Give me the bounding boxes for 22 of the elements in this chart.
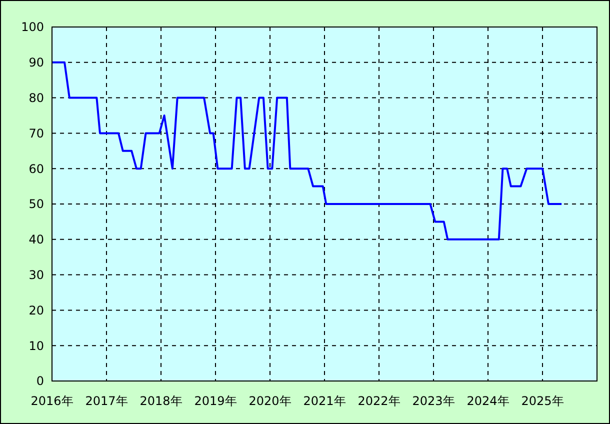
x-tick-label: 2022年 [358,394,400,408]
y-tick-label: 80 [28,91,44,105]
y-tick-label: 0 [36,374,44,388]
y-tick-label: 50 [28,197,44,212]
y-tick-label: 60 [28,162,44,176]
x-tick-label: 2016年 [30,394,74,408]
y-tick-label: 90 [28,56,44,70]
x-tick-label: 2023年 [412,394,455,408]
y-tick-label: 100 [21,20,44,34]
y-tick-label: 30 [28,268,44,282]
x-tick-label: 2017年 [85,394,128,408]
y-tick-label: 10 [28,338,44,353]
x-tick-label: 2024年 [466,394,510,408]
y-tick-label: 20 [28,303,44,318]
x-tick-label: 2021年 [303,394,346,408]
x-tick-label: 2018年 [140,394,182,408]
line-series [51,61,563,240]
y-tick-label: 40 [28,232,44,247]
y-tick-label: 70 [28,126,44,140]
x-tick-label: 2020年 [248,394,292,408]
x-tick-label: 2019年 [194,394,237,408]
x-tick-label: 2025年 [521,394,564,408]
